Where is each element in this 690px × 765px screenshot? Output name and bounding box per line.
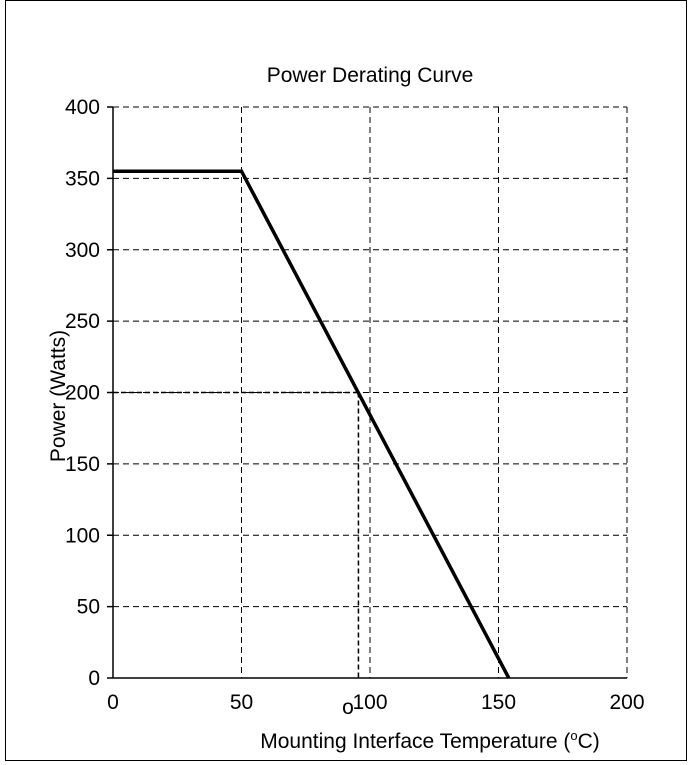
grid-lines: [113, 106, 628, 678]
x-tick-label: 100: [352, 691, 387, 714]
y-tick-label: 0: [88, 667, 100, 690]
x-axis-label: Mounting Interface Temperature (oC): [260, 728, 600, 753]
x-tick-label: 0: [107, 691, 119, 714]
y-tick-label: 100: [65, 524, 100, 547]
x-tick-label: 50: [230, 691, 253, 714]
x-axis-label-superscript: o: [570, 728, 577, 743]
annotation-layer: [113, 391, 360, 678]
y-tick-label: 350: [65, 167, 100, 190]
x-axis-label-unit: C): [578, 730, 600, 753]
y-tick-label: 50: [77, 596, 100, 619]
y-tick-label: 400: [65, 96, 100, 119]
y-tick-label: 150: [65, 453, 100, 476]
series-line: [113, 169, 511, 679]
chart-title: Power Derating Curve: [267, 64, 474, 87]
tick-labels: 0 50 100 150 200 250 300 350 400 0 50 100 150 200: [65, 96, 645, 714]
chart-frame: [5, 0, 687, 761]
y-tick-label: 250: [65, 310, 100, 333]
y-axis-label: Power (Watts): [47, 330, 70, 462]
axes: [107, 106, 627, 679]
series-layer: [113, 169, 511, 679]
stray-text: o: [342, 696, 354, 719]
y-tick-label: 300: [65, 239, 100, 262]
y-tick-label: 200: [65, 382, 100, 405]
x-tick-label: 150: [481, 691, 516, 714]
x-tick-label: 200: [609, 691, 644, 714]
x-axis-label-main: Mounting Interface Temperature (: [260, 730, 570, 753]
